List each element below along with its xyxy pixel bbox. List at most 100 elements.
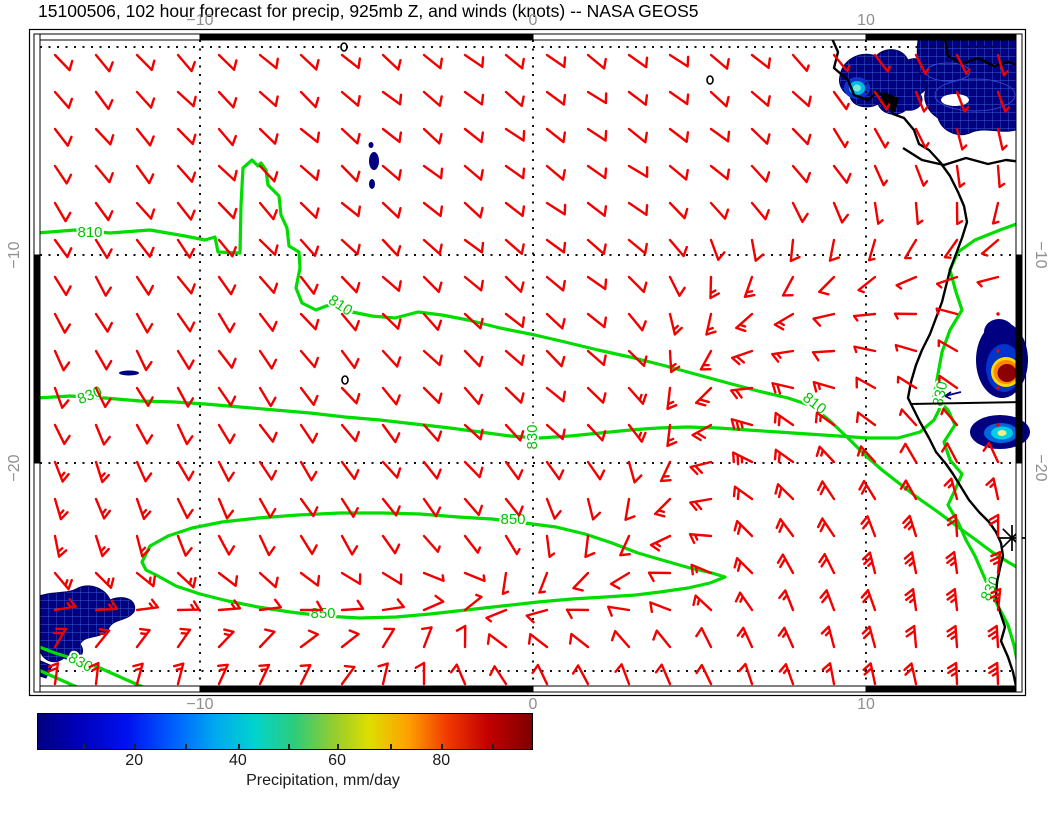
wind-barb	[989, 550, 1002, 575]
wind-barb	[217, 497, 235, 520]
wind-barb	[463, 423, 484, 441]
wind-barb	[258, 53, 280, 70]
wind-barb	[940, 407, 959, 427]
wind-barb	[217, 127, 237, 147]
wind-barb	[216, 663, 229, 686]
wind-barb	[935, 275, 959, 289]
wind-barb	[873, 53, 892, 73]
wind-barb	[455, 624, 467, 649]
wind-barb	[340, 534, 359, 556]
wind-barb	[422, 571, 445, 582]
wind-barb	[778, 663, 795, 686]
wind-barb	[777, 626, 795, 649]
wind-barb	[614, 663, 631, 686]
wind-barb	[668, 201, 689, 220]
colorbar-tick-80: 80	[432, 752, 451, 769]
wind-barb	[774, 483, 795, 501]
frame-bar	[33, 33, 41, 256]
colorbar-tick-60: 60	[328, 752, 346, 769]
coastline	[902, 146, 1023, 167]
wind-barb	[53, 201, 72, 223]
wind-barb-layer	[47, 53, 1011, 686]
wind-barb	[340, 629, 360, 649]
colorbar	[37, 713, 533, 750]
wind-barb	[627, 423, 647, 443]
wind-barb	[666, 423, 678, 448]
frame-bar	[33, 254, 41, 464]
wind-barb	[94, 164, 114, 184]
map-frame-layer	[28, 28, 1027, 697]
colorbar-caption: Precipitation, mm/day	[246, 772, 400, 789]
wind-barb	[690, 563, 713, 576]
wind-barb	[299, 312, 320, 331]
wind-barb	[860, 515, 877, 538]
wind-barb	[627, 349, 648, 367]
wind-barb	[422, 90, 443, 107]
wind-barb	[258, 164, 279, 183]
frame-bar	[1015, 33, 1023, 256]
precip-cell	[369, 179, 375, 189]
wind-barb	[689, 497, 713, 512]
wind-barb	[627, 164, 649, 178]
wind-barb	[649, 601, 672, 614]
wind-barb	[946, 624, 959, 649]
wind-barb	[775, 517, 795, 538]
wind-barb	[895, 275, 918, 290]
wind-barb	[463, 534, 482, 554]
wind-barb	[750, 238, 765, 262]
wind-barb	[791, 53, 810, 72]
wind-barb	[53, 349, 71, 372]
frame-bar	[33, 33, 201, 41]
wind-barb	[217, 571, 239, 587]
wind-barb	[996, 127, 1008, 151]
frame-bar	[1015, 254, 1023, 464]
wind-barb	[381, 238, 402, 257]
wind-barb	[299, 275, 319, 295]
wind-barb	[422, 201, 444, 218]
wind-barb	[94, 534, 110, 558]
wind-barb	[545, 460, 565, 481]
wind-barb	[659, 460, 672, 483]
wind-barb	[860, 588, 877, 612]
wind-barb	[340, 275, 361, 294]
wind-barb	[586, 201, 608, 217]
wind-barb	[586, 275, 608, 291]
wind-barb	[937, 339, 959, 353]
wind-barb	[377, 662, 389, 686]
wind-barb	[773, 448, 795, 464]
wind-barb	[94, 599, 119, 612]
wind-barb	[914, 201, 924, 226]
wind-barb	[572, 571, 590, 592]
wind-barb	[914, 90, 929, 113]
colorbar-minor-tick	[337, 744, 340, 749]
wind-barb	[627, 53, 649, 69]
wind-barb	[709, 275, 721, 300]
wind-barb	[586, 127, 608, 142]
wind-barb	[781, 275, 795, 297]
wind-barb	[94, 386, 112, 409]
wind-barb	[299, 386, 319, 406]
wind-barb	[381, 598, 405, 612]
wind-barb	[463, 460, 484, 479]
wind-barb	[729, 386, 754, 400]
wind-barb	[504, 53, 525, 70]
wind-barb	[53, 90, 74, 110]
wind-barb	[176, 164, 197, 183]
wind-barb	[381, 164, 402, 181]
wind-barb	[545, 534, 556, 559]
wind-barb	[538, 571, 549, 594]
wind-barb	[896, 375, 918, 390]
wind-barb	[709, 127, 731, 143]
wind-barb	[737, 662, 754, 686]
wind-barb	[811, 349, 836, 362]
wind-barb	[545, 349, 566, 368]
wind-barb	[449, 663, 467, 686]
wind-barb	[946, 661, 959, 686]
wind-barb	[705, 312, 717, 336]
wind-barb	[381, 460, 402, 479]
wind-barb	[695, 627, 713, 649]
wind-barb	[489, 665, 508, 686]
wind-barb	[94, 627, 111, 649]
wind-barb	[340, 497, 359, 518]
wind-barb	[820, 625, 836, 649]
